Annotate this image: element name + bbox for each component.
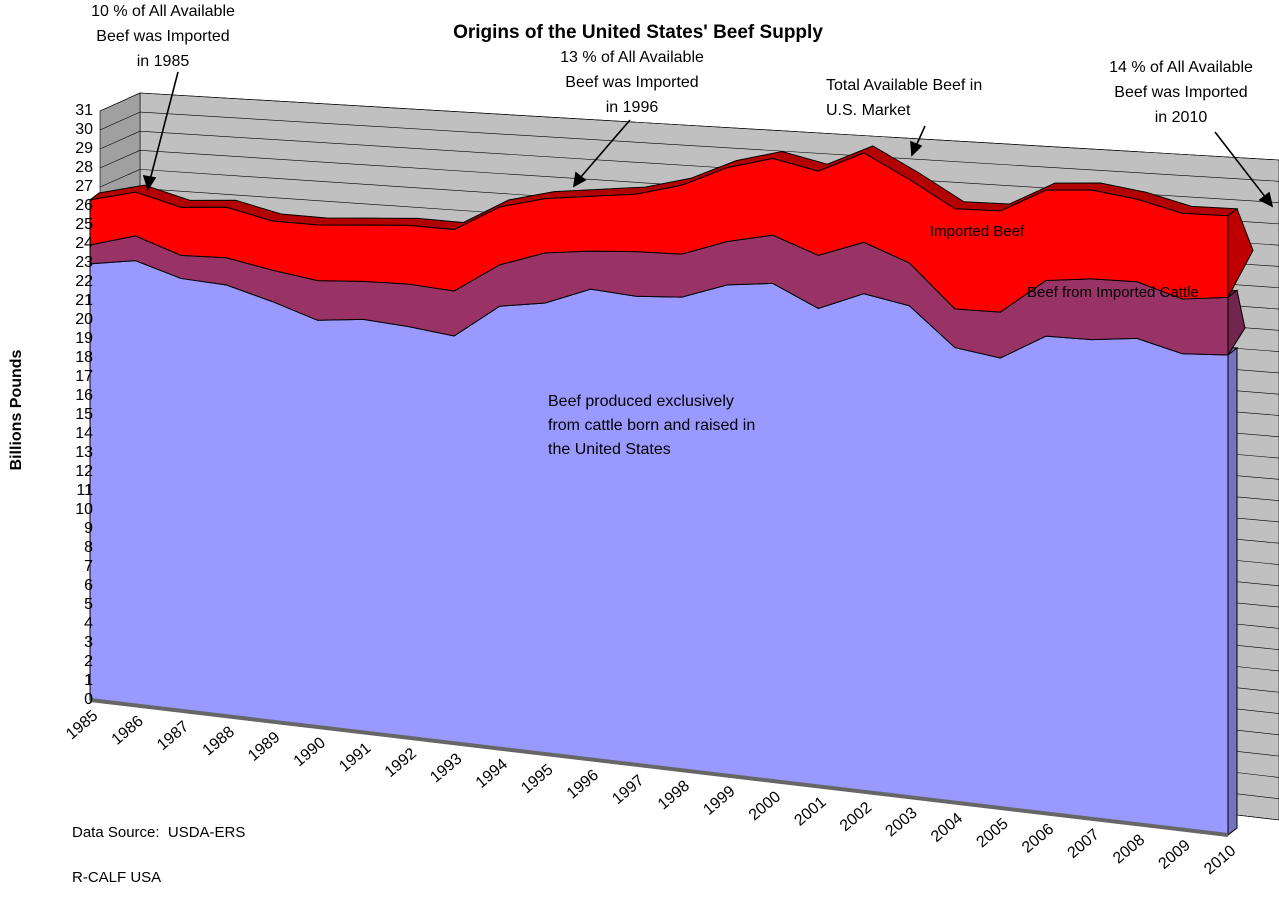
y-tick-label: 26 bbox=[75, 197, 93, 214]
arrow-head bbox=[1258, 191, 1274, 208]
y-tick-label: 7 bbox=[84, 558, 93, 575]
x-tick-label: 1988 bbox=[200, 723, 238, 759]
x-tick-label: 1993 bbox=[427, 750, 465, 786]
y-tick-label: 5 bbox=[84, 596, 93, 613]
y-tick-label: 4 bbox=[84, 615, 93, 632]
x-tick-label: 2001 bbox=[791, 794, 829, 830]
y-tick-label: 25 bbox=[75, 216, 93, 233]
area-side bbox=[1227, 346, 1238, 837]
y-tick-label: 9 bbox=[84, 520, 93, 537]
y-tick-label: 16 bbox=[75, 387, 93, 404]
x-tick-label: 2006 bbox=[1019, 821, 1057, 857]
x-tick-label: 1999 bbox=[700, 783, 738, 819]
annotation: Total Available Beef in bbox=[826, 77, 982, 94]
area-side bbox=[1227, 207, 1254, 298]
y-tick-label: 15 bbox=[75, 406, 93, 423]
y-tick-label: 19 bbox=[75, 330, 93, 347]
x-tick-label: 1995 bbox=[518, 761, 556, 797]
arrow-head bbox=[142, 174, 157, 191]
x-tick-label: 1998 bbox=[655, 777, 693, 813]
arrow bbox=[1214, 131, 1267, 199]
arrows bbox=[142, 71, 1274, 208]
x-tick-label: 2004 bbox=[928, 810, 966, 846]
y-axis-label: Billions Pounds bbox=[8, 349, 25, 470]
y-tick-label: 6 bbox=[84, 577, 93, 594]
y-tick-label: 17 bbox=[75, 368, 93, 385]
grid-line bbox=[99, 111, 141, 131]
y-tick-label: 27 bbox=[75, 178, 93, 195]
annotation: 13 % of All Available bbox=[560, 49, 704, 66]
y-tick-label: 11 bbox=[76, 482, 93, 499]
areas bbox=[88, 145, 1254, 837]
y-tick-label: 28 bbox=[75, 159, 93, 176]
floor-edge bbox=[89, 698, 1229, 837]
series-label: Imported Beef bbox=[930, 223, 1025, 240]
y-tick-label: 21 bbox=[75, 292, 93, 309]
annotation: in 1985 bbox=[137, 53, 190, 70]
footer: R-CALF USA bbox=[72, 869, 161, 886]
grid-line bbox=[139, 111, 1279, 182]
x-tick-label: 2000 bbox=[746, 788, 784, 824]
y-tick-label: 31 bbox=[75, 102, 93, 119]
x-tick-label: 1987 bbox=[154, 718, 192, 754]
footer: Data Source: USDA-ERS bbox=[72, 824, 245, 841]
x-tick-label: 1986 bbox=[109, 713, 147, 749]
series-label: Beef produced exclusively from cattle bo… bbox=[548, 393, 756, 458]
grid-line bbox=[99, 130, 141, 150]
y-tick-label: 1 bbox=[84, 672, 93, 689]
y-tick-label: 0 bbox=[84, 691, 93, 708]
arrow bbox=[915, 125, 926, 147]
y-tick-label: 13 bbox=[75, 444, 93, 461]
grid-line bbox=[139, 92, 1279, 161]
y-tick-label: 10 bbox=[75, 501, 93, 518]
grid-line bbox=[99, 150, 141, 169]
annotation: Beef was Imported bbox=[565, 74, 698, 91]
y-tick-label: 30 bbox=[75, 121, 93, 138]
y-tick-label: 24 bbox=[75, 235, 93, 252]
arrow-head bbox=[572, 171, 587, 188]
y-tick-label: 29 bbox=[75, 140, 93, 157]
y-tick-label: 2 bbox=[84, 653, 93, 670]
annotation: in 2010 bbox=[1155, 109, 1208, 126]
x-tick-label: 1989 bbox=[245, 729, 283, 765]
area-side bbox=[1227, 289, 1246, 357]
x-tick-label: 1992 bbox=[382, 745, 420, 781]
arrow bbox=[149, 71, 179, 181]
y-tick-label: 18 bbox=[75, 349, 93, 366]
x-tick-label: 1991 bbox=[336, 740, 374, 776]
x-tick-label: 2010 bbox=[1201, 842, 1239, 878]
annotation: 10 % of All Available bbox=[91, 3, 235, 20]
series-label: Beef from Imported Cattle bbox=[1027, 284, 1199, 301]
arrow-head bbox=[910, 140, 923, 157]
annotation: 14 % of All Available bbox=[1109, 59, 1253, 76]
grid-line bbox=[99, 169, 141, 188]
annotation: Beef was Imported bbox=[1114, 84, 1247, 101]
y-tick-label: 20 bbox=[75, 311, 93, 328]
arrow bbox=[579, 119, 631, 179]
chart-title: Origins of the United States' Beef Suppl… bbox=[453, 22, 823, 43]
x-tick-label: 2002 bbox=[837, 799, 875, 835]
y-tick-label: 8 bbox=[84, 539, 93, 556]
y-tick-label: 3 bbox=[84, 634, 93, 651]
y-tick-label: 23 bbox=[75, 254, 93, 271]
x-tick-label: 1990 bbox=[291, 734, 329, 770]
grid-line bbox=[99, 92, 141, 112]
annotation: Beef was Imported bbox=[96, 28, 229, 45]
x-tick-label: 1994 bbox=[473, 756, 511, 792]
x-tick-label: 2005 bbox=[973, 815, 1011, 851]
annotation: in 1996 bbox=[606, 99, 659, 116]
x-tick-label: 1997 bbox=[609, 772, 647, 808]
y-tick-label: 14 bbox=[75, 425, 93, 442]
x-tick-label: 2008 bbox=[1110, 831, 1148, 867]
y-tick-label: 12 bbox=[75, 463, 93, 480]
x-tick-label: 2003 bbox=[882, 804, 920, 840]
y-tick-label: 22 bbox=[75, 273, 93, 290]
annotation: U.S. Market bbox=[826, 102, 911, 119]
x-tick-label: 2007 bbox=[1065, 826, 1103, 862]
x-tick-label: 2009 bbox=[1156, 837, 1194, 873]
x-tick-label: 1985 bbox=[63, 707, 101, 743]
x-tick-label: 1996 bbox=[564, 767, 602, 803]
